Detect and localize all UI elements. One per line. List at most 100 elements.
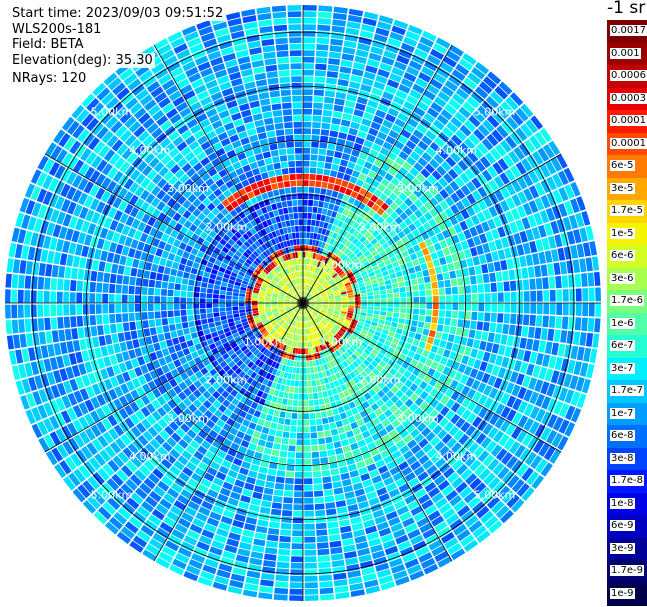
gate-cell (317, 338, 322, 345)
gate-cell (206, 261, 214, 269)
gate-cell (482, 273, 490, 283)
gate-cell (380, 471, 392, 480)
gate-cell (291, 327, 295, 334)
gate-cell (290, 288, 295, 294)
gate-cell (261, 392, 269, 400)
gate-cell (323, 397, 330, 404)
gate-cell (310, 226, 315, 233)
gate-cell (386, 263, 394, 270)
gate-cell (273, 339, 279, 346)
gate-cell (515, 107, 529, 122)
gate-cell (109, 242, 118, 253)
gate-cell (253, 287, 260, 292)
gate-cell (109, 273, 117, 284)
gate-cell (503, 224, 513, 236)
gate-cell (305, 258, 308, 265)
gate-cell (316, 31, 330, 38)
gate-cell (588, 303, 595, 317)
gate-cell (223, 273, 230, 279)
gate-cell (529, 314, 536, 326)
gate-cell (451, 476, 464, 489)
gate-cell (145, 193, 156, 204)
gate-cell (303, 89, 313, 96)
gate-cell (54, 180, 65, 195)
gate-cell (315, 303, 322, 305)
gate-cell (576, 196, 587, 211)
gate-cell (314, 308, 321, 312)
gate-cell (450, 442, 462, 454)
gate-cell (361, 352, 369, 359)
gate-cell (504, 346, 513, 358)
gate-cell (180, 371, 189, 381)
gate-cell (327, 64, 340, 72)
gate-cell (526, 363, 535, 376)
gate-cell (305, 348, 309, 355)
gate-cell (245, 399, 253, 407)
gate-cell (226, 335, 234, 342)
gate-cell (346, 21, 361, 30)
gate-cell (425, 533, 440, 545)
gate-cell (186, 339, 194, 347)
gate-cell (237, 326, 244, 332)
gate-cell (293, 393, 299, 400)
gate-cell (236, 473, 247, 482)
gate-cell (305, 291, 308, 297)
gate-cell (555, 275, 562, 289)
gate-cell (510, 112, 524, 126)
gate-cell (163, 171, 174, 182)
gate-cell (271, 353, 277, 361)
gate-cell (323, 363, 329, 371)
gate-cell (63, 380, 73, 394)
gate-cell (442, 366, 451, 376)
gate-cell (261, 243, 268, 251)
gate-cell (335, 364, 342, 372)
gate-cell (296, 361, 300, 368)
gate-cell (222, 277, 229, 283)
gate-cell (317, 315, 323, 320)
gate-cell (139, 482, 152, 495)
gate-cell (303, 43, 316, 50)
gate-cell (516, 314, 523, 325)
gate-cell (523, 139, 536, 153)
gate-cell (551, 432, 563, 448)
gate-cell (128, 312, 135, 322)
gate-cell (311, 327, 315, 334)
gate-cell (232, 303, 239, 307)
gate-cell (340, 313, 347, 317)
gate-cell (311, 219, 316, 226)
gate-cell (188, 383, 197, 393)
gate-cell (348, 436, 357, 445)
gate-cell (497, 303, 504, 313)
gate-cell (157, 178, 167, 189)
gate-cell (335, 258, 342, 265)
gate-cell (229, 427, 239, 436)
gate-cell (372, 283, 379, 288)
gate-cell (288, 326, 293, 332)
gate-cell (89, 198, 100, 211)
gate-cell (284, 305, 291, 308)
gate-cell (193, 409, 203, 419)
gate-cell (497, 249, 506, 260)
gate-cell (252, 310, 259, 314)
gate-cell (390, 243, 398, 251)
gate-cell (462, 52, 477, 66)
gate-cell (373, 376, 381, 385)
gate-cell (169, 378, 178, 388)
gate-cell (332, 366, 339, 374)
gate-cell (111, 263, 119, 274)
gate-cell (311, 288, 316, 294)
gate-cell (358, 466, 368, 476)
gate-cell (411, 54, 426, 65)
gate-cell (87, 476, 101, 490)
gate-cell (75, 351, 84, 364)
gate-cell (296, 321, 299, 328)
gate-cell (178, 381, 188, 391)
gate-cell (366, 332, 374, 338)
gate-cell (356, 193, 364, 202)
gate-cell (359, 362, 367, 370)
gate-cell (371, 249, 379, 257)
gate-cell (371, 349, 379, 356)
gate-cell (438, 445, 450, 457)
gate-cell (490, 91, 504, 105)
gate-cell (386, 335, 394, 342)
